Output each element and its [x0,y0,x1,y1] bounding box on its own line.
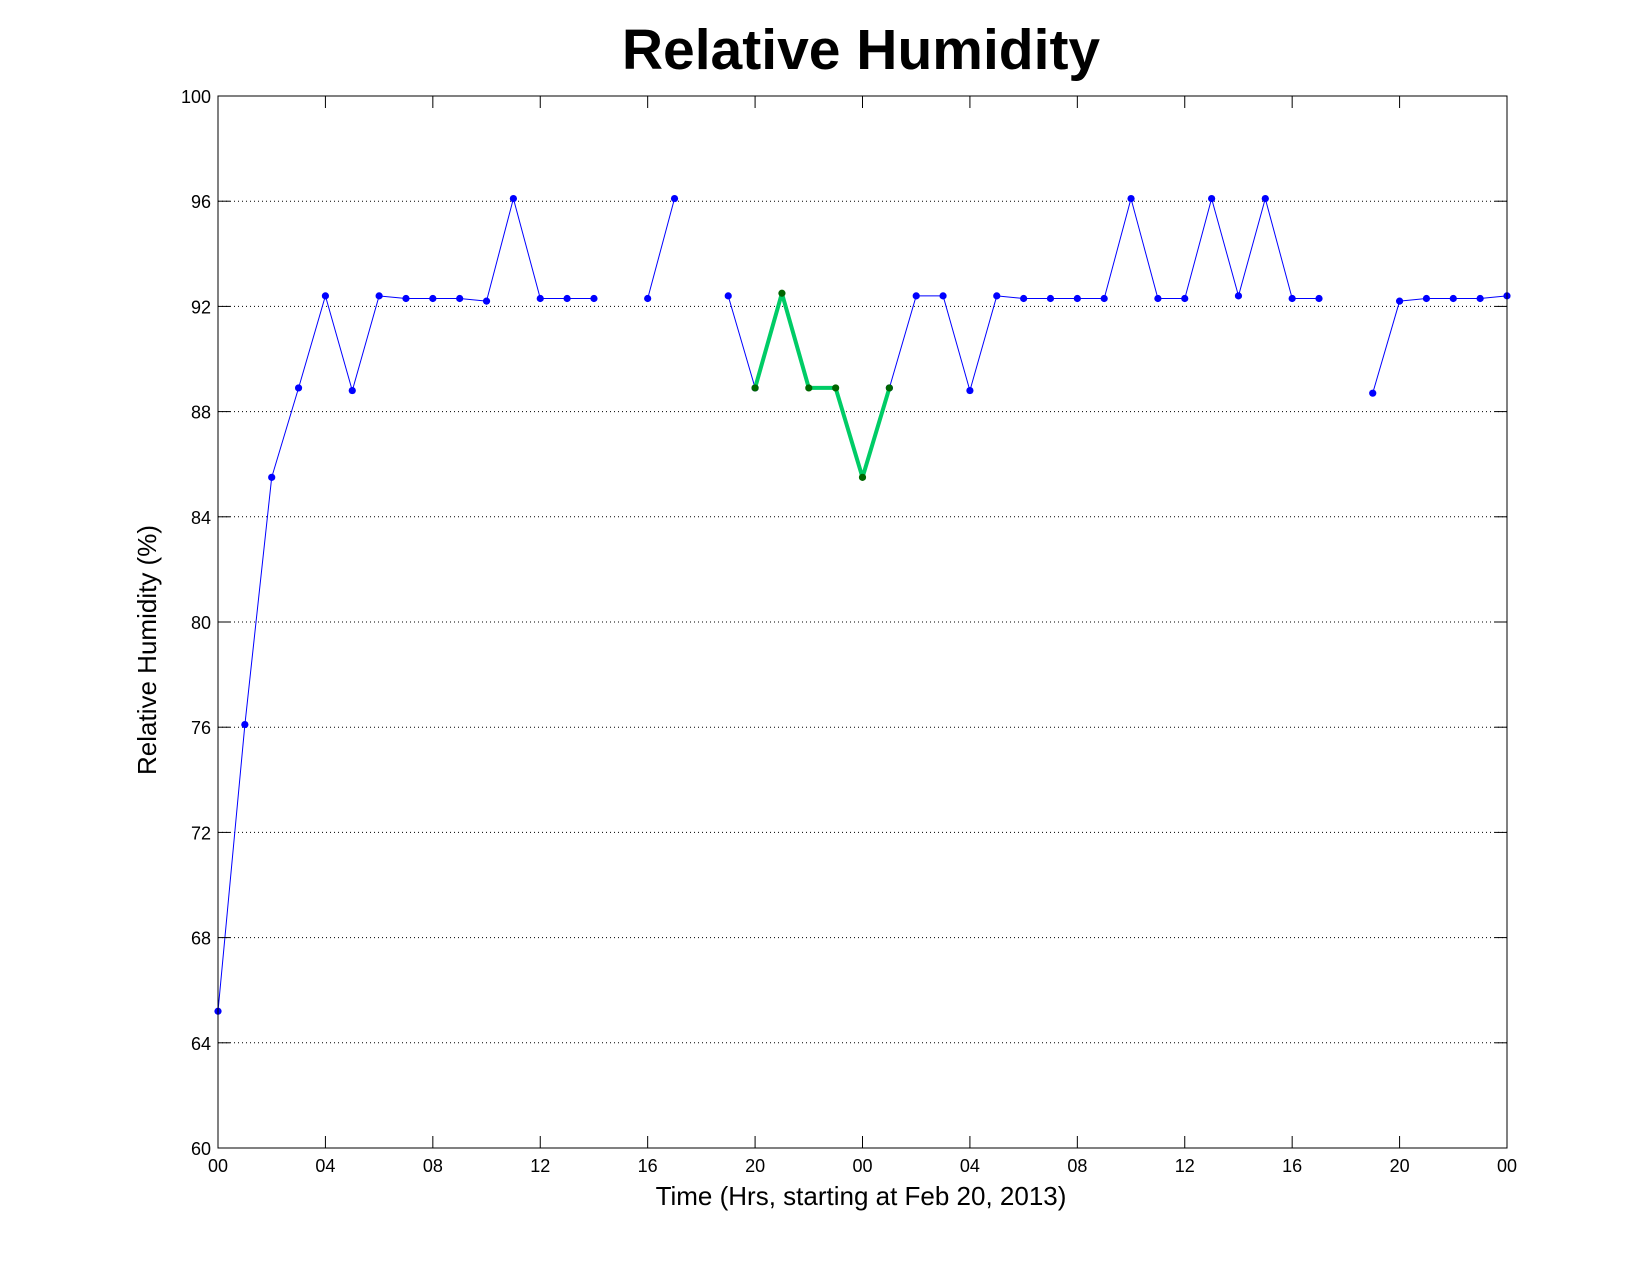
data-point [751,384,759,392]
data-point [670,194,679,203]
y-tick-label: 84 [191,508,211,528]
y-tick-label: 96 [191,192,211,212]
y-axis-label: Relative Humidity (%) [132,525,162,775]
y-tick-label: 64 [191,1034,211,1054]
data-point [993,292,1001,300]
data-point [1127,194,1135,203]
y-axis-tick-labels: 60 64 68 72 76 80 84 88 92 96 100 [181,87,211,1159]
data-point [268,473,276,481]
y-tick-label: 76 [191,718,211,738]
x-tick-label: 08 [1067,1156,1087,1176]
data-point [402,294,410,303]
data-point [858,473,867,481]
data-point [805,384,813,392]
x-tick-label: 08 [423,1156,443,1176]
data-point [832,384,840,392]
x-axis-tick-labels: 00 04 08 12 16 20 00 04 08 12 16 20 00 [208,1156,1517,1176]
x-tick-label: 12 [1175,1156,1195,1176]
data-point [294,384,303,392]
data-point [1449,294,1457,303]
data-point [241,720,249,729]
y-tick-label: 88 [191,403,211,423]
y-tick-label: 100 [181,87,211,107]
data-point [1422,294,1431,303]
x-tick-label: 16 [638,1156,658,1176]
data-point [1369,389,1377,397]
data-point [1315,294,1323,303]
data-point [1395,297,1404,305]
data-point [1100,294,1108,303]
y-tick-label: 60 [191,1139,211,1159]
data-point [456,294,464,303]
y-tick-label: 92 [191,297,211,317]
data-point [536,294,544,303]
data-point [563,294,571,303]
x-tick-label: 00 [1497,1156,1517,1176]
data-point [1181,294,1189,303]
data-point [1073,294,1081,303]
series-line [753,291,892,480]
y-tick-label: 72 [191,823,211,843]
data-point [321,292,330,300]
data-point [1261,194,1269,203]
data-point [509,194,517,203]
x-tick-label: 00 [208,1156,228,1176]
data-point [1476,294,1484,303]
data-point [1046,294,1055,303]
data-series [214,194,1511,1015]
data-point [1154,294,1162,303]
x-tick-label: 04 [960,1156,980,1176]
data-point [482,297,491,305]
data-point [912,292,920,300]
data-point [644,294,652,303]
data-point [1234,292,1243,300]
x-axis-label: Time (Hrs, starting at Feb 20, 2013) [656,1181,1067,1211]
series-line [1372,295,1508,394]
axis-ticks [217,95,1508,1149]
x-tick-label: 20 [1390,1156,1410,1176]
chart-title: Relative Humidity [622,18,1101,82]
data-point [939,292,947,300]
series-2 [751,289,893,481]
data-point [724,292,732,300]
y-tick-label: 80 [191,613,211,633]
data-point [348,386,356,395]
data-point [778,289,786,297]
data-point [885,384,893,392]
series-line [727,295,756,389]
series-line [647,198,675,299]
data-point [590,294,598,303]
series-1 [214,194,1511,1015]
data-point [1020,294,1028,303]
data-point [375,292,383,300]
data-point [1208,194,1216,203]
x-tick-label: 16 [1282,1156,1302,1176]
data-point [1288,294,1296,303]
data-point [966,386,974,395]
y-tick-label: 68 [191,929,211,949]
x-tick-label: 12 [530,1156,550,1176]
x-tick-label: 04 [315,1156,335,1176]
data-point [429,294,437,303]
x-tick-label: 20 [745,1156,765,1176]
x-tick-label: 00 [852,1156,872,1176]
